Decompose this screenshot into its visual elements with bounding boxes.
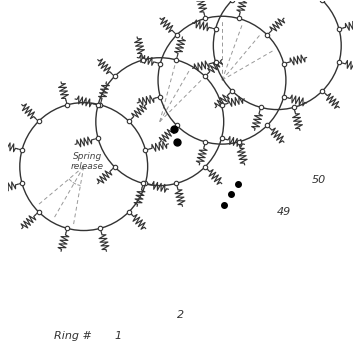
Text: 2: 2 (177, 310, 184, 320)
Text: 49: 49 (277, 206, 291, 217)
Text: Ring #: Ring # (55, 331, 92, 341)
Text: 50: 50 (312, 176, 326, 185)
Text: Spring
release: Spring release (71, 152, 104, 171)
Text: 1: 1 (115, 331, 122, 341)
